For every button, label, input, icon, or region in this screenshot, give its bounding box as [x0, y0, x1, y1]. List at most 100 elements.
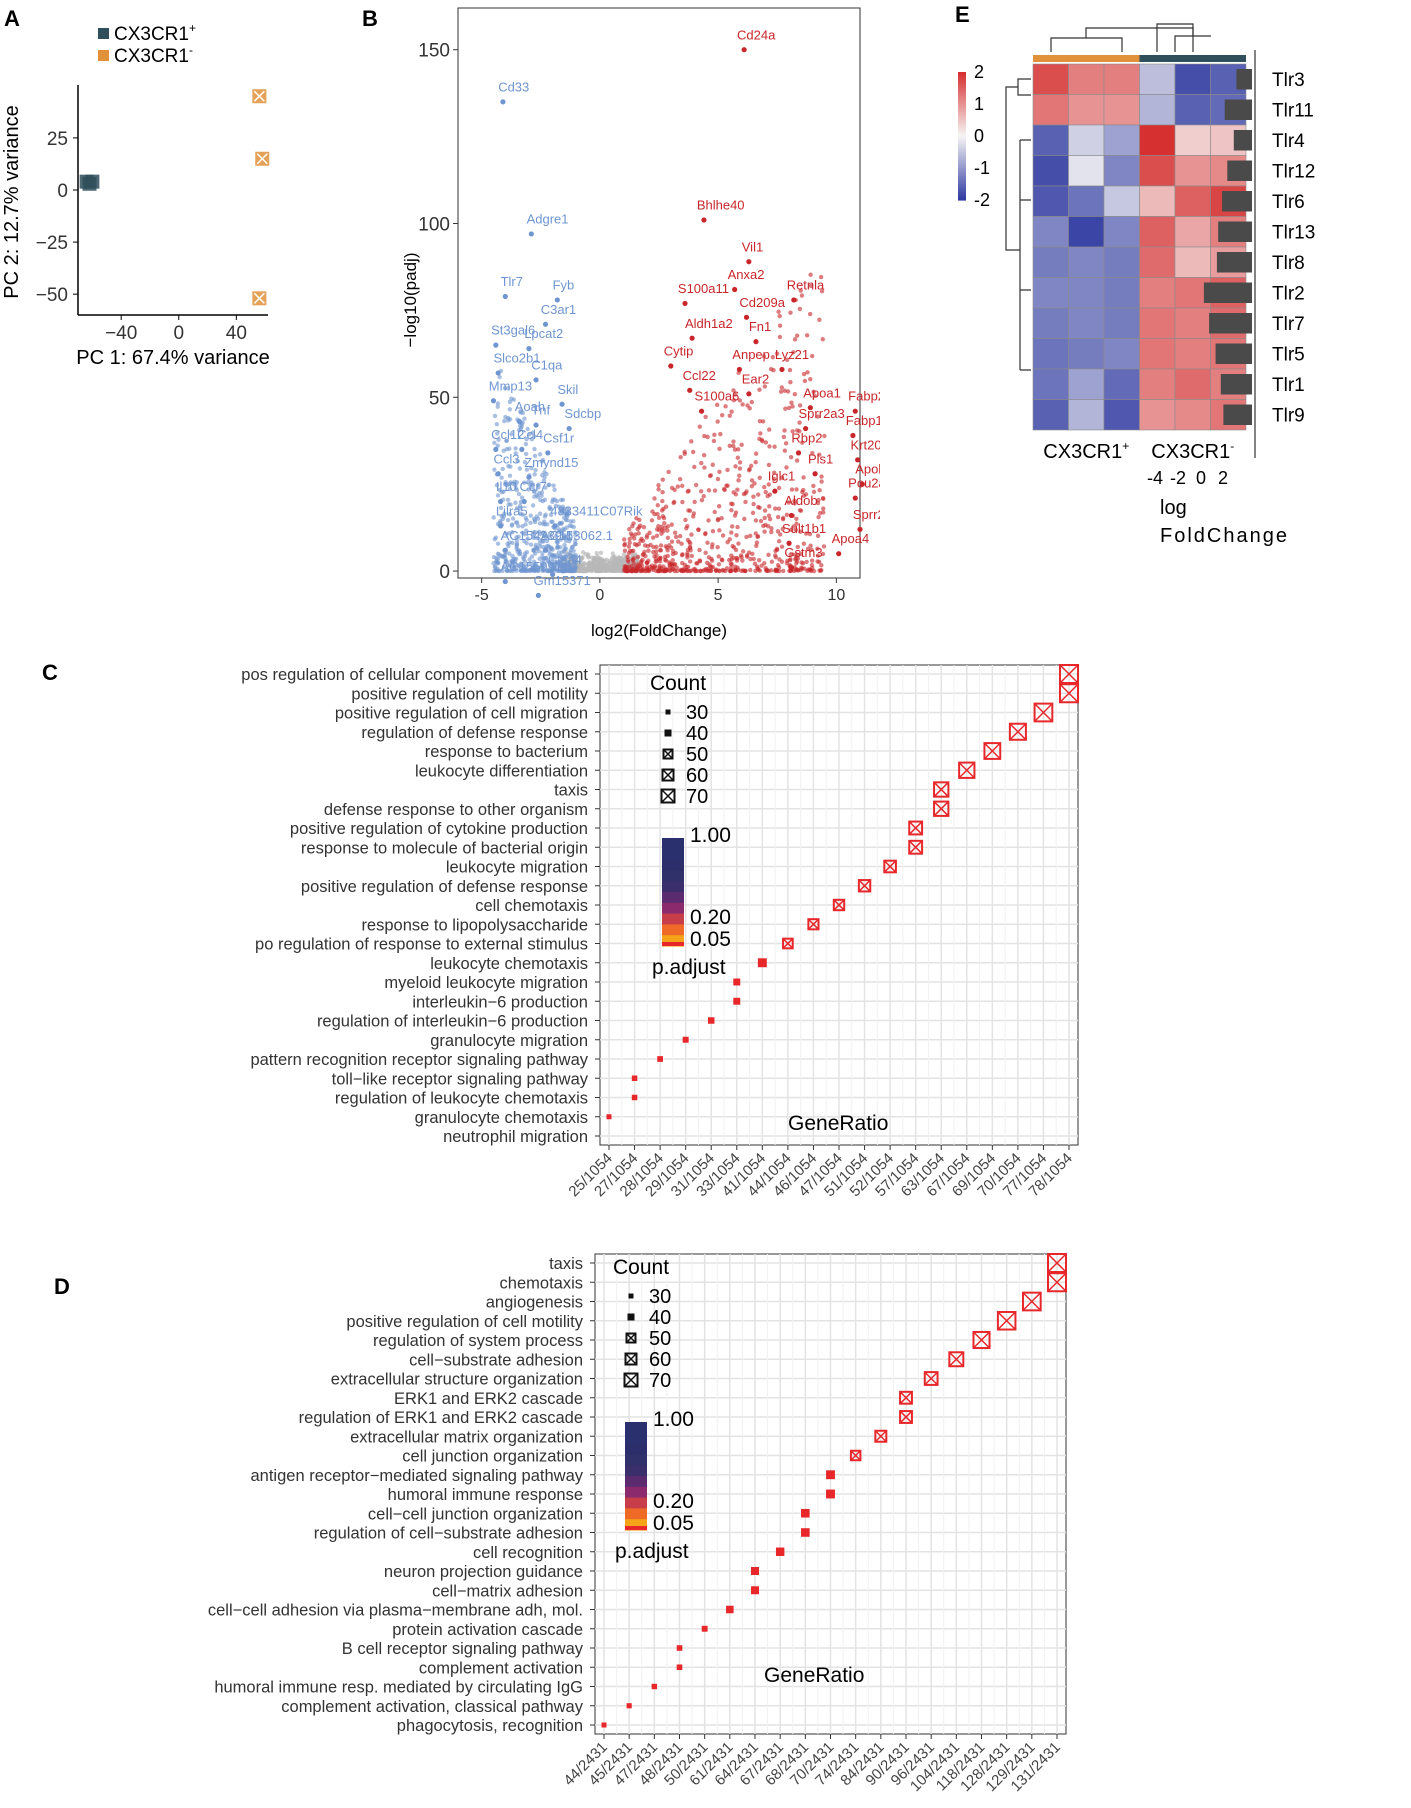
- up-point: [660, 508, 664, 512]
- y-tick-label: 0: [439, 562, 450, 583]
- up-point: [642, 525, 646, 529]
- heatmap-cell: [1175, 125, 1211, 156]
- enrichment-point: [627, 1703, 632, 1708]
- scale-tick-label: 2: [974, 62, 984, 82]
- heatmap-cell: [1069, 247, 1105, 278]
- up-point: [662, 521, 666, 525]
- up-point: [716, 518, 720, 522]
- up-point: [685, 553, 689, 557]
- term-label: response to lipopolysaccharide: [361, 916, 588, 934]
- up-point: [810, 563, 814, 567]
- down-gene-label: Fyb: [553, 278, 575, 293]
- color-legend-segment: [625, 1422, 647, 1433]
- up-point: [699, 489, 703, 493]
- up-point: [650, 566, 654, 570]
- up-point: [705, 541, 709, 545]
- down-point: [524, 442, 528, 446]
- enrichment-point: [801, 1509, 810, 1518]
- up-point: [687, 540, 691, 544]
- up-point: [666, 536, 670, 540]
- term-label: antigen receptor−mediated signaling path…: [250, 1467, 583, 1485]
- up-point: [646, 558, 650, 562]
- enrichment-point: [652, 1684, 657, 1689]
- bar-tick-label: -4: [1147, 468, 1163, 488]
- up-gene-label: Anxa2: [728, 267, 765, 282]
- up-point: [686, 508, 690, 512]
- up-point: [757, 506, 761, 510]
- down-gene-label: C1qa: [531, 357, 563, 372]
- gene-label: Tlr3: [1272, 70, 1305, 91]
- heatmap-cell: [1033, 156, 1069, 187]
- up-point: [759, 519, 763, 523]
- up-point: [692, 465, 696, 469]
- x-axis-title: GeneRatio: [788, 1112, 888, 1135]
- color-legend-segment: [625, 1498, 647, 1509]
- up-point: [760, 439, 764, 443]
- up-point: [805, 370, 809, 374]
- heatmap-cell: [1140, 125, 1176, 156]
- up-point: [709, 473, 713, 477]
- down-point: [523, 551, 527, 555]
- up-point: [781, 569, 785, 573]
- term-label: response to molecule of bacterial origin: [301, 839, 588, 857]
- group-annotation: [1104, 55, 1140, 62]
- up-point: [698, 559, 702, 563]
- up-point: [743, 491, 747, 495]
- up-point: [661, 477, 665, 481]
- up-point: [678, 534, 682, 538]
- term-label: positive regulation of cytokine producti…: [290, 820, 588, 838]
- up-point: [709, 557, 713, 561]
- up-point: [659, 548, 663, 552]
- group-annotation: [1033, 55, 1069, 62]
- up-point: [817, 568, 821, 572]
- color-legend-segment: [625, 1476, 647, 1487]
- up-gene-point: [796, 450, 801, 455]
- term-label: humoral immune resp. mediated by circula…: [214, 1679, 583, 1697]
- heatmap-cell: [1140, 64, 1176, 95]
- up-point: [729, 530, 733, 534]
- size-legend-label: 60: [686, 765, 708, 787]
- up-gene-label: Rbp2: [791, 430, 822, 445]
- up-point: [662, 516, 666, 520]
- up-point: [657, 557, 661, 561]
- tlr-heatmap: CX3CR1+ CX3CR1-210-1-2Tlr3Tlr11Tlr4Tlr12T…: [940, 0, 1411, 560]
- up-gene-label: Cytip: [664, 344, 694, 359]
- term-label: phagocytosis, recognition: [397, 1717, 583, 1735]
- legend-sup: -: [189, 43, 193, 57]
- up-point: [779, 390, 783, 394]
- down-gene-point: [496, 370, 501, 375]
- y-tick-label: −25: [36, 233, 68, 254]
- group-label: CX3CR1-: [1151, 439, 1234, 463]
- up-point: [762, 529, 766, 533]
- up-gene-label: Aldob: [784, 493, 817, 508]
- down-point: [492, 467, 496, 471]
- size-legend-label: 40: [649, 1307, 671, 1329]
- up-point: [646, 549, 650, 553]
- enrichment-point: [758, 958, 767, 967]
- up-point: [627, 544, 631, 548]
- heatmap-cell: [1175, 95, 1211, 126]
- down-point: [532, 447, 536, 451]
- up-point: [747, 467, 751, 471]
- down-point: [536, 549, 540, 553]
- color-legend-label: 0.20: [690, 906, 731, 929]
- up-point: [740, 402, 744, 406]
- term-label: pattern recognition receptor signaling p…: [250, 1051, 588, 1069]
- term-label: ERK1 and ERK2 cascade: [394, 1390, 583, 1408]
- heatmap-cell: [1069, 217, 1105, 248]
- up-gene-label: Vil1: [742, 239, 763, 254]
- up-point: [794, 567, 798, 571]
- term-label: taxis: [549, 1255, 583, 1273]
- up-point: [636, 562, 640, 566]
- up-point: [716, 477, 720, 481]
- down-point: [506, 498, 510, 502]
- ns-point: [592, 556, 596, 560]
- size-legend-label: 50: [649, 1328, 671, 1350]
- up-gene-label: Pou2af1: [848, 476, 880, 491]
- pca-plot: −40 0 40250−25−50PC 1: 67.4% variancePC 2:…: [0, 0, 340, 380]
- up-point: [633, 542, 637, 546]
- term-label: cell−substrate adhesion: [409, 1351, 583, 1369]
- up-point: [780, 560, 784, 564]
- down-point: [531, 503, 535, 507]
- legend-swatch: [98, 28, 109, 39]
